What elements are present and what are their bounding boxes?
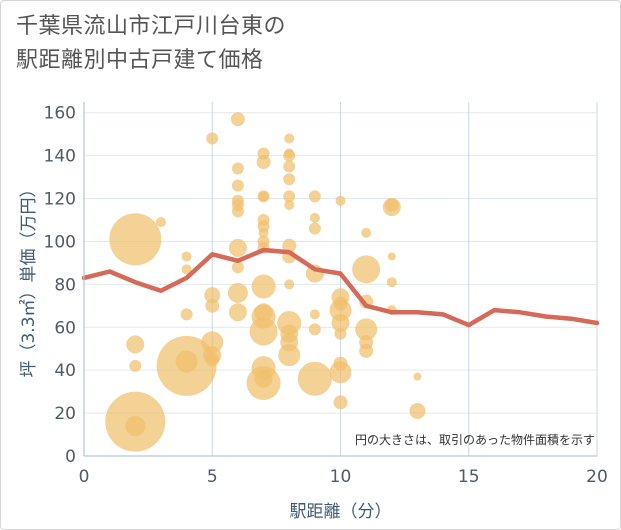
- bubble-point: [283, 160, 296, 173]
- x-tick-label: 20: [586, 467, 608, 487]
- bubble-point: [228, 303, 247, 322]
- bubble-point: [284, 199, 295, 210]
- axes: [83, 102, 597, 457]
- bubble-point: [231, 205, 244, 218]
- bubble-point: [413, 372, 422, 381]
- bubble-point: [283, 149, 296, 162]
- bubble-point: [181, 251, 192, 262]
- bubble-point: [205, 298, 220, 313]
- bubble-point: [109, 213, 162, 266]
- y-axis-label: 坪（3.3㎡）単価（万円）: [19, 180, 39, 377]
- bubble-point: [297, 361, 332, 396]
- bubble-point: [201, 331, 224, 354]
- bubble-point: [206, 132, 219, 145]
- bubble-series: [105, 112, 426, 452]
- bubble-point: [230, 112, 245, 127]
- bubble-point: [258, 191, 269, 202]
- average-line-series: [81, 247, 600, 328]
- bubble-point: [308, 323, 321, 336]
- bubble-point: [181, 264, 192, 275]
- bubble-point: [331, 313, 350, 332]
- y-tick-label: 160: [44, 104, 76, 124]
- bubble-point: [309, 309, 320, 320]
- bubble-point: [309, 212, 320, 223]
- bubble-point: [352, 255, 381, 284]
- x-axis-label: 駅距離（分）: [290, 502, 392, 522]
- bubble-point: [228, 238, 247, 257]
- chart-title: 千葉県流山市江戸川台東の 駅距離別中古戸建て価格: [16, 10, 286, 78]
- bubble-point: [329, 299, 352, 322]
- bubble-point: [409, 402, 426, 419]
- bubble-point: [278, 344, 301, 367]
- bubble-point: [308, 222, 321, 235]
- y-tick-label: 80: [54, 275, 76, 295]
- y-tick-label: 40: [54, 361, 76, 381]
- bubble-point: [175, 350, 198, 373]
- y-tick-label: 60: [54, 318, 76, 338]
- bubble-point: [231, 179, 244, 192]
- x-tick-label: 0: [79, 467, 90, 487]
- y-tick-label: 100: [44, 232, 76, 252]
- y-tick-label: 20: [54, 404, 76, 424]
- title-line-2: 駅距離別中古戸建て価格: [16, 48, 264, 73]
- bubble-point: [333, 395, 348, 410]
- bubble-point: [231, 162, 244, 175]
- y-tick-label: 140: [44, 147, 76, 167]
- x-tick-label: 5: [207, 467, 218, 487]
- bubble-point: [227, 282, 248, 303]
- x-tick-label: 10: [330, 467, 352, 487]
- bubble-size-note: 円の大きさは、取引のあった物件面積を示す: [355, 432, 595, 447]
- title-line-1: 千葉県流山市江戸川台東の: [16, 14, 287, 39]
- bubble-point: [284, 279, 295, 290]
- bubble-point: [258, 227, 269, 238]
- x-tick-label: 15: [458, 467, 480, 487]
- bubble-point: [361, 227, 372, 238]
- bubble-point: [249, 317, 278, 346]
- bubble-point: [256, 155, 271, 170]
- average-line: [81, 247, 600, 328]
- bubble-point: [246, 366, 281, 401]
- bubble-point: [387, 252, 396, 261]
- bubble-point: [283, 190, 296, 203]
- bubble-point: [204, 287, 221, 304]
- bubble-point: [334, 327, 347, 340]
- bubble-point: [382, 198, 401, 217]
- bubble-point: [125, 415, 146, 436]
- bubble-point: [155, 217, 166, 228]
- bubble-point: [251, 274, 276, 299]
- bubble-point: [359, 343, 374, 358]
- bubble-point: [284, 133, 295, 144]
- bubble-point: [335, 195, 346, 206]
- bubble-point: [129, 359, 142, 372]
- bubble-point: [282, 238, 297, 253]
- tick-labels: 0 20 40 60 80 100 120 140 160 0 5 10 15 20: [44, 104, 608, 487]
- bubble-point: [329, 361, 352, 384]
- y-tick-label: 120: [44, 190, 76, 210]
- bubble-point: [126, 335, 145, 354]
- bubble-point: [355, 318, 378, 341]
- bubble-point: [283, 173, 296, 186]
- y-tick-label: 0: [65, 447, 76, 467]
- bubble-point: [205, 352, 220, 367]
- bubble-point: [308, 190, 321, 203]
- bubble-point: [386, 277, 397, 288]
- bubble-point: [180, 308, 193, 321]
- bubble-point: [231, 261, 244, 274]
